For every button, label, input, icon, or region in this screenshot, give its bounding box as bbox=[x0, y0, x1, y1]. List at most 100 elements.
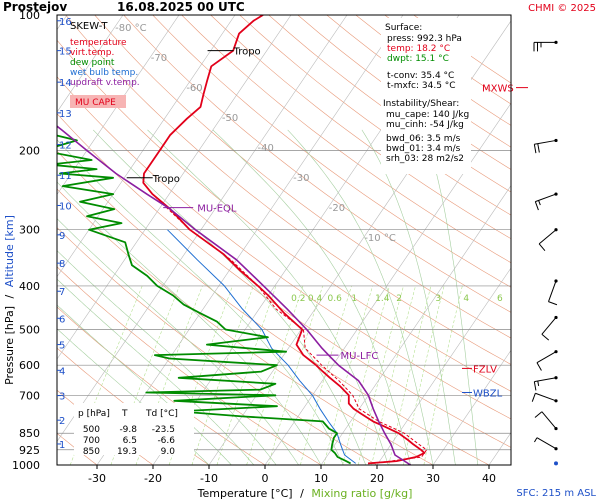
pressure-tick-label: 925 bbox=[19, 444, 40, 457]
isotherm-label: -30 bbox=[293, 173, 309, 184]
temperature-line bbox=[142, 15, 426, 465]
isotherm bbox=[57, 15, 292, 360]
isotherm bbox=[376, 267, 511, 465]
altitude-tick-label: 1 bbox=[59, 440, 65, 451]
svg-text:Pressure [hPa] /: Pressure [hPa] / Altitude [km] bbox=[3, 215, 16, 385]
isotherm-label: -40 bbox=[258, 143, 274, 154]
wind-barb bbox=[531, 392, 558, 403]
moist-adiabat bbox=[57, 304, 232, 465]
surface-info-box bbox=[381, 18, 471, 174]
convective-line: t-conv: 35.4 °C bbox=[387, 71, 454, 81]
dry-adiabat bbox=[152, 15, 511, 288]
wind-barb bbox=[541, 315, 558, 341]
sfc-label: SFC: 215 m ASL bbox=[516, 488, 596, 499]
isotherm-label: -80 °C bbox=[115, 23, 147, 34]
isotherm-label: -70 bbox=[151, 53, 167, 64]
level-table-cell: -6.6 bbox=[157, 436, 175, 446]
moist-adiabat bbox=[57, 278, 255, 465]
legend-item: temperature bbox=[70, 38, 127, 48]
datetime: 16.08.2025 00 UTC bbox=[117, 0, 245, 14]
mixing-ratio-label: 0.2 bbox=[291, 294, 305, 304]
parcel-line bbox=[57, 125, 412, 465]
pressure-tick-label: 700 bbox=[19, 389, 40, 402]
dry-adiabat bbox=[210, 15, 511, 240]
pressure-tick-label: 500 bbox=[19, 324, 40, 337]
temperature-tick-label: 20 bbox=[370, 472, 384, 485]
mu-eql-label: MU-EQL bbox=[197, 204, 237, 215]
temperature-tick-label: -30 bbox=[88, 472, 106, 485]
altitude-tick-label: 15 bbox=[59, 47, 72, 58]
surface-line: dwpt: 15.1 °C bbox=[387, 54, 449, 64]
altitude-tick-label: 16 bbox=[59, 17, 72, 28]
mixing-ratio-label: 12 bbox=[573, 294, 584, 304]
mu-cape-badge: MU CAPE bbox=[75, 98, 116, 108]
sfc-marker bbox=[554, 461, 558, 466]
axis-label-separator: / bbox=[3, 294, 16, 298]
temperature-axis-label: Temperature [°C] bbox=[197, 487, 293, 500]
instability-title: Instability/Shear: bbox=[383, 99, 459, 109]
legend-item: virt.temp. bbox=[70, 48, 114, 58]
level-table-cell: 6.5 bbox=[123, 436, 137, 446]
tropopause-label: Tropo bbox=[152, 174, 180, 185]
altitude-tick-label: 13 bbox=[59, 109, 72, 120]
temperature-tick-label: -20 bbox=[144, 472, 162, 485]
legend-title: SKEW-T bbox=[70, 21, 108, 32]
wet-bulb-line bbox=[167, 229, 357, 464]
wind-barb bbox=[536, 350, 558, 371]
instability-line: mu_cinh: -54 J/kg bbox=[386, 120, 464, 130]
pressure-tick-label: 600 bbox=[19, 359, 40, 372]
moist-adiabat bbox=[423, 129, 479, 465]
pressure-tick-label: 1000 bbox=[12, 459, 40, 472]
dry-adiabat bbox=[239, 15, 511, 216]
x-axis-title: Temperature [°C] / Mixing ratio [g/kg] bbox=[197, 487, 413, 500]
x-axis-label-separator: / bbox=[300, 487, 304, 500]
plot-frame bbox=[56, 14, 512, 466]
altitude-tick-label: 7 bbox=[59, 287, 65, 298]
dry-adiabat bbox=[57, 76, 511, 420]
instability-line: bwd_01: 3.4 m/s bbox=[386, 144, 461, 154]
instability-line: bwd_06: 3.5 m/s bbox=[386, 134, 461, 144]
altitude-tick-label: 12 bbox=[59, 141, 72, 152]
wind-barb bbox=[533, 376, 558, 391]
virtual-temperature-line bbox=[152, 193, 428, 464]
altitude-tick-label: 6 bbox=[59, 314, 65, 325]
moist-adiabat bbox=[92, 129, 367, 465]
moist-adiabat bbox=[57, 250, 277, 465]
pressure-tick-label: 300 bbox=[19, 224, 40, 237]
dew-point-line bbox=[57, 134, 352, 465]
dry-adiabat bbox=[123, 15, 511, 313]
mixing-ratio-line bbox=[191, 285, 254, 465]
level-table-box bbox=[74, 403, 194, 455]
mixing-ratio-line bbox=[342, 285, 390, 465]
isotherm bbox=[57, 15, 124, 113]
altitude-tick-label: 9 bbox=[59, 231, 65, 242]
legend-item: updraft v.temp. bbox=[70, 78, 140, 88]
mixing-ratio-label: 1.4 bbox=[375, 294, 390, 304]
altitude-tick-label: 14 bbox=[59, 78, 72, 89]
level-table: p [hPa] T Td [°C] 500 -9.8 -23.5 700 6.5 -6.6 850… bbox=[74, 403, 194, 457]
level-table-cell: 19.3 bbox=[117, 447, 137, 457]
altitude-tick-label: 5 bbox=[59, 341, 65, 352]
dry-adiabat bbox=[94, 15, 511, 339]
dry-adiabat bbox=[57, 432, 98, 465]
level-table-cell: 700 bbox=[83, 436, 100, 446]
moist-adiabat bbox=[287, 129, 434, 465]
wind-barb bbox=[533, 40, 558, 52]
isotherm bbox=[96, 15, 404, 465]
temperature-tick-label: 0 bbox=[262, 472, 269, 485]
surface-line: temp: 18.2 °C bbox=[387, 44, 450, 54]
credit: CHMI © 2025 bbox=[528, 3, 596, 14]
dry-adiabat bbox=[65, 15, 511, 365]
temperature-tick-label: 10 bbox=[314, 472, 328, 485]
isotherm bbox=[57, 15, 348, 443]
isotherm bbox=[57, 15, 180, 195]
level-table-cell: -23.5 bbox=[152, 425, 175, 435]
mixing-ratio-label: 6 bbox=[497, 294, 503, 304]
altitude-tick-label: 10 bbox=[59, 201, 72, 212]
isotherm-label: -50 bbox=[222, 113, 238, 124]
mixing-ratio-label: 3 bbox=[435, 294, 441, 304]
moist-adiabat bbox=[57, 181, 322, 465]
isotherm-label: -20 bbox=[329, 203, 345, 214]
